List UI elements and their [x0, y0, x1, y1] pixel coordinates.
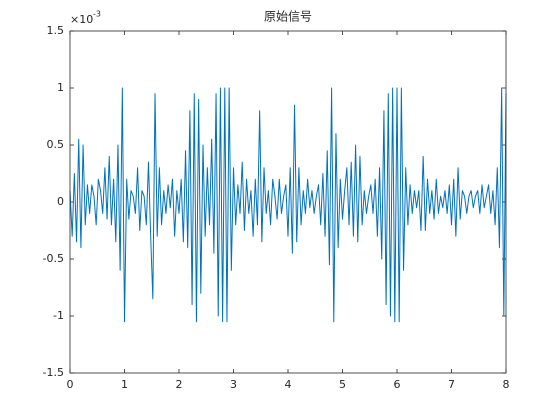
y-tick-label: -1 [53, 309, 64, 322]
x-tick-label: 0 [67, 378, 74, 391]
y-tick-label: -1.5 [43, 366, 64, 379]
x-tick-label: 7 [448, 378, 455, 391]
x-tick-label: 5 [339, 378, 346, 391]
plot-area [70, 31, 506, 373]
y-multiplier-base: ×10 [70, 13, 93, 26]
y-tick-label: -0.5 [43, 252, 64, 265]
x-tick-label: 1 [121, 378, 128, 391]
y-tick-label: 1 [57, 81, 64, 94]
y-tick-label: 0.5 [47, 138, 65, 151]
x-tick-label: 2 [176, 378, 183, 391]
y-tick-label: 1.5 [47, 24, 65, 37]
y-tick-label: 0 [57, 195, 64, 208]
x-tick-label: 6 [394, 378, 401, 391]
axes-box [69, 30, 507, 374]
x-tick-label: 4 [285, 378, 292, 391]
y-multiplier-exponent: -3 [93, 10, 101, 19]
x-tick-label: 8 [503, 378, 510, 391]
chart-title: 原始信号 [264, 10, 312, 24]
signal-line [69, 87, 507, 323]
x-tick-label: 3 [230, 378, 237, 391]
